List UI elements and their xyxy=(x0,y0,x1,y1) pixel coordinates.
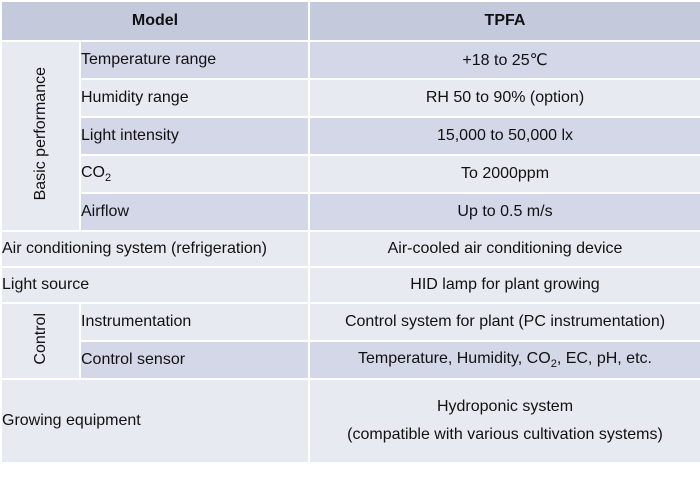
group-basic-performance-label: Basic performance xyxy=(31,66,49,201)
value-control-sensor-pre: Temperature, Humidity, CO xyxy=(358,349,551,367)
value-growing-line1: Hydroponic system xyxy=(436,398,574,415)
value-temperature: +18 to 25℃ xyxy=(308,40,700,80)
group-control: Control xyxy=(0,302,81,380)
group-control-label: Control xyxy=(31,312,49,365)
label-light-intensity: Light intensity xyxy=(79,116,310,156)
group-basic-performance: Basic performance xyxy=(0,40,81,232)
label-humidity: Humidity range xyxy=(79,78,310,118)
value-growing-equipment: Hydroponic system (compatible with vario… xyxy=(308,378,700,464)
value-instrumentation: Control system for plant (PC instrumenta… xyxy=(308,302,700,342)
header-model: Model xyxy=(0,0,310,42)
value-humidity: RH 50 to 90% (option) xyxy=(308,78,700,118)
row-instrumentation: Control Instrumentation Control system f… xyxy=(0,302,700,380)
label-light-source: Light source xyxy=(0,266,310,304)
label-growing-equipment: Growing equipment xyxy=(0,378,310,464)
label-instrumentation: Instrumentation xyxy=(79,302,310,342)
label-co2-sub: 2 xyxy=(105,172,112,185)
value-light-intensity: 15,000 to 50,000 lx xyxy=(308,116,700,156)
row-control-sensor: Control sensor Temperature, Humidity, CO… xyxy=(1,340,700,380)
row-air-conditioning: Air conditioning system (refrigeration) … xyxy=(0,230,700,268)
value-air-conditioning: Air-cooled air conditioning device xyxy=(308,230,700,268)
value-airflow: Up to 0.5 m/s xyxy=(308,192,700,232)
row-airflow: Airflow Up to 0.5 m/s xyxy=(1,192,700,232)
label-co2-main: CO xyxy=(81,163,105,181)
value-light-source: HID lamp for plant growing xyxy=(308,266,700,304)
value-control-sensor-sub: 2 xyxy=(550,358,557,371)
value-control-sensor: Temperature, Humidity, CO2, EC, pH, etc. xyxy=(308,340,700,380)
spec-table: Model TPFA Basic performance Temperature… xyxy=(0,0,700,464)
value-co2: To 2000ppm xyxy=(308,154,700,194)
value-growing-line2: (compatible with various cultivation sys… xyxy=(347,426,663,443)
row-growing-equipment: Growing equipment Hydroponic system (com… xyxy=(0,378,700,464)
label-co2: CO2 xyxy=(79,154,310,194)
label-airflow: Airflow xyxy=(79,192,310,232)
row-humidity: Humidity range RH 50 to 90% (option) xyxy=(1,78,700,118)
label-control-sensor: Control sensor xyxy=(79,340,310,380)
row-temperature: Basic performance Temperature range +18 … xyxy=(0,40,700,232)
header-row: Model TPFA xyxy=(0,0,700,42)
header-tpfa: TPFA xyxy=(308,0,700,42)
label-air-conditioning: Air conditioning system (refrigeration) xyxy=(0,230,310,268)
row-co2: CO2 To 2000ppm xyxy=(1,154,700,194)
row-light-source: Light source HID lamp for plant growing xyxy=(0,266,700,304)
value-control-sensor-post: , EC, pH, etc. xyxy=(556,349,652,367)
row-light-intensity: Light intensity 15,000 to 50,000 lx xyxy=(1,116,700,156)
label-temperature: Temperature range xyxy=(79,40,310,80)
